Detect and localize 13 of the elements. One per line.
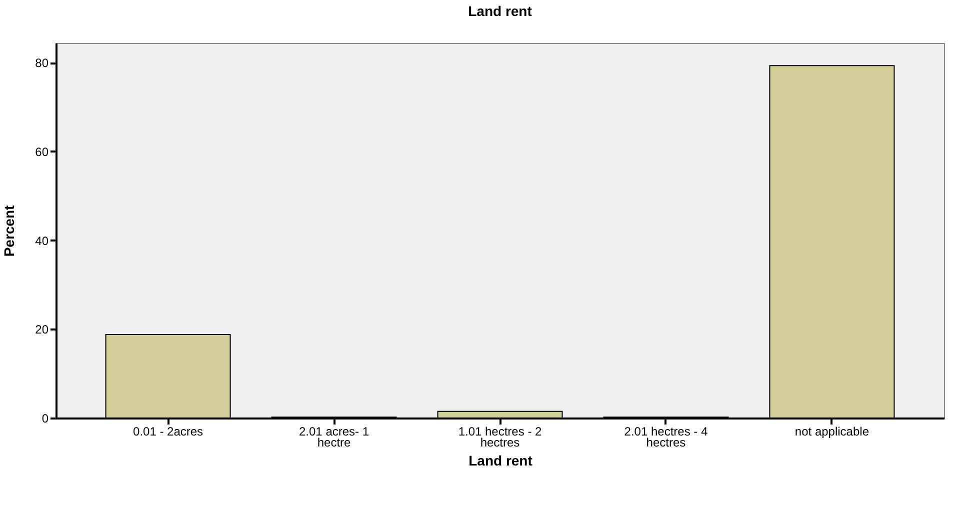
- y-tick-label: 40: [35, 234, 49, 248]
- y-axis-title: Percent: [1, 204, 18, 257]
- x-tick-label: 2.01 acres- 1 hectre: [298, 424, 370, 450]
- x-tick-label: 2.01 hectres - 4 hectres: [624, 424, 708, 450]
- y-tick-label: 60: [35, 144, 49, 159]
- y-tick-label: 0: [42, 412, 49, 426]
- x-tick-label: not applicable: [794, 424, 870, 438]
- chart-title: Land rent: [468, 3, 532, 19]
- x-tick-label: 0.01 - 2acres: [133, 424, 204, 438]
- y-tick-label: 20: [35, 322, 49, 337]
- x-axis-title: Land rent: [468, 452, 533, 468]
- x-tick-label: 1.01 hectres - 2 hectres: [458, 424, 542, 450]
- y-tick-label: 80: [35, 56, 49, 70]
